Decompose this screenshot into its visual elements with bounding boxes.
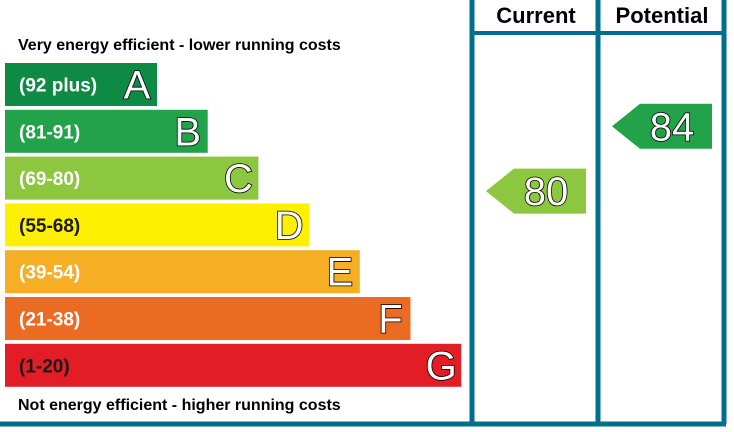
band-bar-e [5,250,360,294]
band-range-label: (55-68) [19,216,80,237]
band-range-label: (81-91) [19,122,80,143]
band-bar-c [5,156,259,200]
column-header-current: Current [496,3,576,28]
band-range-label: (39-54) [19,263,80,284]
band-range-label: (21-38) [19,310,80,331]
band-range-label: (1-20) [19,356,70,377]
band-bar-d [5,203,310,247]
band-a: (92 plus) A [5,63,157,108]
band-letter: C [224,157,253,201]
bottom-caption: Not energy efficient - higher running co… [18,397,341,414]
band-letter: B [174,110,201,154]
band-e: (39-54) E [5,250,360,296]
band-letter: F [378,298,402,342]
band-letter: D [275,204,304,248]
band-letter: E [326,251,353,295]
band-bar-a [5,63,157,106]
band-d: (55-68) D [5,203,310,249]
top-caption: Very energy efficient - lower running co… [18,37,341,54]
chart-frame [0,0,727,427]
band-c: (69-80) C [5,156,259,202]
rating-arrow-potential [612,103,712,149]
column-header-potential: Potential [616,3,709,28]
rating-arrows: 80 84 [486,103,712,215]
band-range-label: (92 plus) [19,76,97,97]
band-bar-g [5,343,462,387]
band-g: (1-20) G [5,343,462,389]
band-bar-b [5,109,208,153]
band-range-label: (69-80) [19,169,80,190]
rating-value-current: 80 [524,170,569,214]
rating-potential: 84 [612,103,712,150]
rating-bands: (92 plus) A(81-91) B(69-80) C(55-68) D(39-54… [5,63,462,389]
rating-arrow-current [486,168,586,214]
band-letter: A [124,64,151,108]
rating-current: 80 [486,168,586,215]
band-b: (81-91) B [5,110,208,155]
band-bar-f [5,297,411,340]
band-letter: G [426,344,457,388]
band-f: (21-38) F [5,297,411,342]
rating-value-potential: 84 [650,105,695,149]
